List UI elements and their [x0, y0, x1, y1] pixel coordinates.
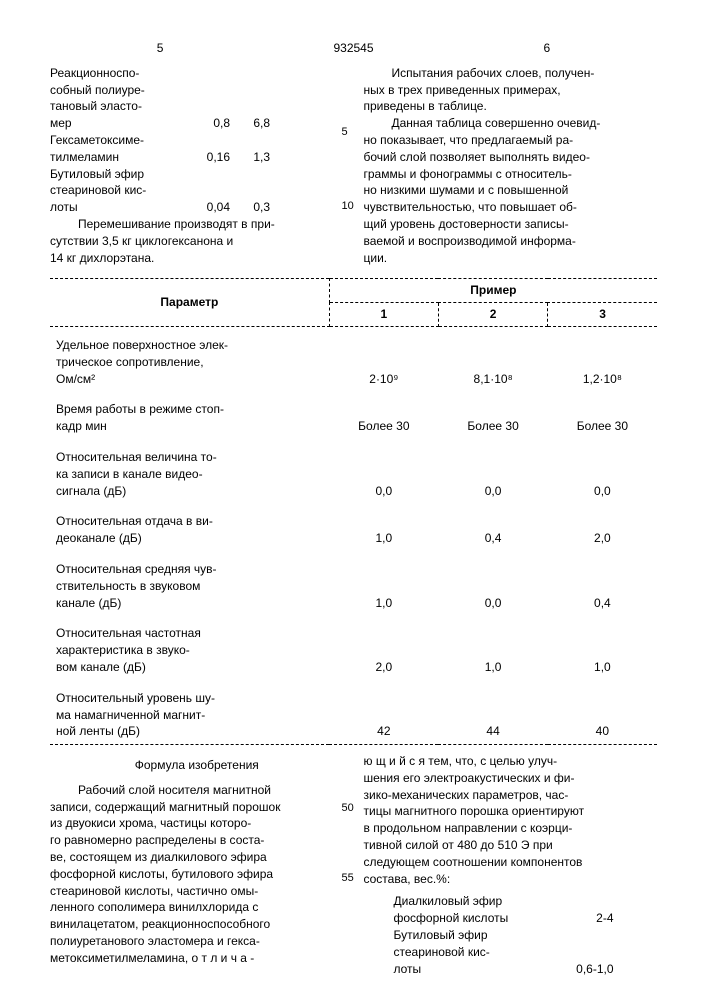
- val: 2,0: [329, 615, 438, 679]
- comp-val: 2-4: [554, 910, 614, 927]
- left-column: Реакционноспо- собный полиуре- тановый э…: [50, 65, 344, 267]
- param: Относительная средняя чув- ствительность…: [50, 551, 329, 615]
- line-num-5: 5: [342, 125, 348, 140]
- param: Время работы в режиме стоп- кадр мин: [50, 391, 329, 439]
- line-num-10: 10: [342, 199, 354, 214]
- formula-right: ю щ и й с я тем, что, с целью улуч- шени…: [364, 753, 658, 977]
- results-table: Параметр Пример 1 2 3 Удельное поверхнос…: [50, 278, 657, 745]
- param-head: Параметр: [50, 279, 329, 327]
- col-2: 2: [438, 303, 547, 327]
- comp-v1: 0,04: [190, 199, 230, 216]
- param: Относительный уровень шу- ма намагниченн…: [50, 680, 329, 745]
- formula-heading: Формула изобретения: [50, 757, 344, 774]
- comp-val: 0,6-1,0: [554, 961, 614, 978]
- comp-v2: 1,3: [230, 149, 270, 166]
- comp-name: Реакционноспо- собный полиуре- тановый э…: [50, 65, 190, 132]
- val: 1,0: [438, 615, 547, 679]
- page-col-right: 6: [544, 40, 551, 57]
- comp-v1: 0,16: [190, 149, 230, 166]
- param: Относительная величина то- ка записи в к…: [50, 439, 329, 503]
- val: 0,0: [329, 439, 438, 503]
- val: Более 30: [548, 391, 657, 439]
- page-doc-number: 932545: [333, 40, 373, 57]
- tests-para: Испытания рабочих слоев, получен- ных в …: [364, 65, 658, 115]
- top-columns: 5 10 Реакционноспо- собный полиуре- тано…: [50, 65, 657, 267]
- page-header: 5 932545 6: [50, 40, 657, 57]
- val: 1,0: [548, 615, 657, 679]
- example-head: Пример: [329, 279, 657, 303]
- claim-text-left: Рабочий слой носителя магнитной записи, …: [50, 782, 344, 967]
- bottom-columns: 50 55 Формула изобретения Рабочий слой н…: [50, 753, 657, 977]
- page-col-left: 5: [157, 40, 164, 57]
- comp-name: Гексаметоксиме- тилмеламин: [50, 132, 190, 166]
- line-num-55: 55: [342, 871, 354, 886]
- comp-v2: 0,3: [230, 199, 270, 216]
- formula-left: Формула изобретения Рабочий слой носител…: [50, 753, 344, 977]
- comp-name: Бутиловый эфир стеариновой кис- лоты: [394, 927, 554, 977]
- comp-name: Бутиловый эфир стеариновой кис- лоты: [50, 166, 190, 216]
- val: 0,0: [438, 439, 547, 503]
- line-num-50: 50: [342, 801, 354, 816]
- col-1: 1: [329, 303, 438, 327]
- right-column: Испытания рабочих слоев, получен- ных в …: [364, 65, 658, 267]
- param: Относительная частотная характеристика в…: [50, 615, 329, 679]
- val: 0,4: [438, 503, 547, 551]
- comp-v1: 0,8: [190, 115, 230, 132]
- mixing-note: Перемешивание производят в при- сутствии…: [50, 216, 344, 266]
- val: Более 30: [438, 391, 547, 439]
- component-list: Диалкиловый эфир фосфорной кислоты 2-4 Б…: [364, 893, 658, 977]
- val: 0,4: [548, 551, 657, 615]
- val: 0,0: [438, 551, 547, 615]
- col-3: 3: [548, 303, 657, 327]
- val: 44: [438, 680, 547, 745]
- table-para: Данная таблица совершенно очевид- но пок…: [364, 115, 658, 266]
- comp-name: Диалкиловый эфир фосфорной кислоты: [394, 893, 554, 927]
- val: 2·10⁹: [329, 326, 438, 391]
- param: Относительная отдача в ви- деоканале (дБ…: [50, 503, 329, 551]
- val: 1,0: [329, 503, 438, 551]
- val: 0,0: [548, 439, 657, 503]
- val: Более 30: [329, 391, 438, 439]
- val: 8,1·10⁸: [438, 326, 547, 391]
- val: 40: [548, 680, 657, 745]
- val: 2,0: [548, 503, 657, 551]
- claim-text-right: ю щ и й с я тем, что, с целью улуч- шени…: [364, 753, 658, 887]
- val: 1,0: [329, 551, 438, 615]
- val: 1,2·10⁸: [548, 326, 657, 391]
- comp-v2: 6,8: [230, 115, 270, 132]
- val: 42: [329, 680, 438, 745]
- param: Удельное поверхностное элек- трическое с…: [50, 326, 329, 391]
